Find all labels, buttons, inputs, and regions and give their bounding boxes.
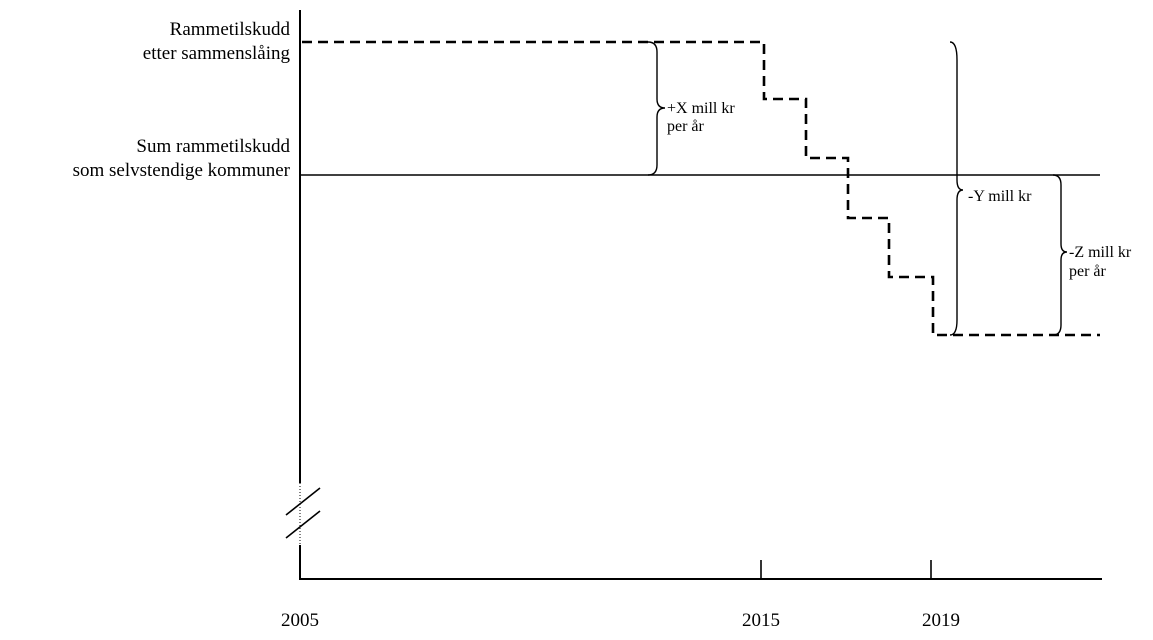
brace-z-label-line1: -Z mill kr xyxy=(1069,244,1132,261)
brace-z-label-line2: per år xyxy=(1069,263,1107,280)
brace-x-label-line2: per år xyxy=(667,118,705,135)
brace-y-label: -Y mill kr xyxy=(968,188,1032,205)
axis-break-mark-upper xyxy=(285,487,321,516)
brace-plus-x xyxy=(647,41,666,176)
brace-minus-z xyxy=(1052,174,1068,336)
year-label-2005: 2005 xyxy=(281,610,319,631)
brace-x-label-line1: +X mill kr xyxy=(667,100,735,117)
top-level-label-line1: Rammetilskudd xyxy=(170,19,291,40)
mid-level-label-line2: som selvstendige kommuner xyxy=(73,160,291,181)
top-level-label-line2: etter sammenslåing xyxy=(143,43,291,64)
year-label-2015: 2015 xyxy=(742,610,780,631)
brace-minus-y xyxy=(949,41,964,336)
year-label-2019: 2019 xyxy=(922,610,960,631)
axis-break-mark-lower xyxy=(285,510,321,539)
merged-funding-step-line xyxy=(302,40,1100,337)
mid-level-label-line1: Sum rammetilskudd xyxy=(136,136,290,157)
